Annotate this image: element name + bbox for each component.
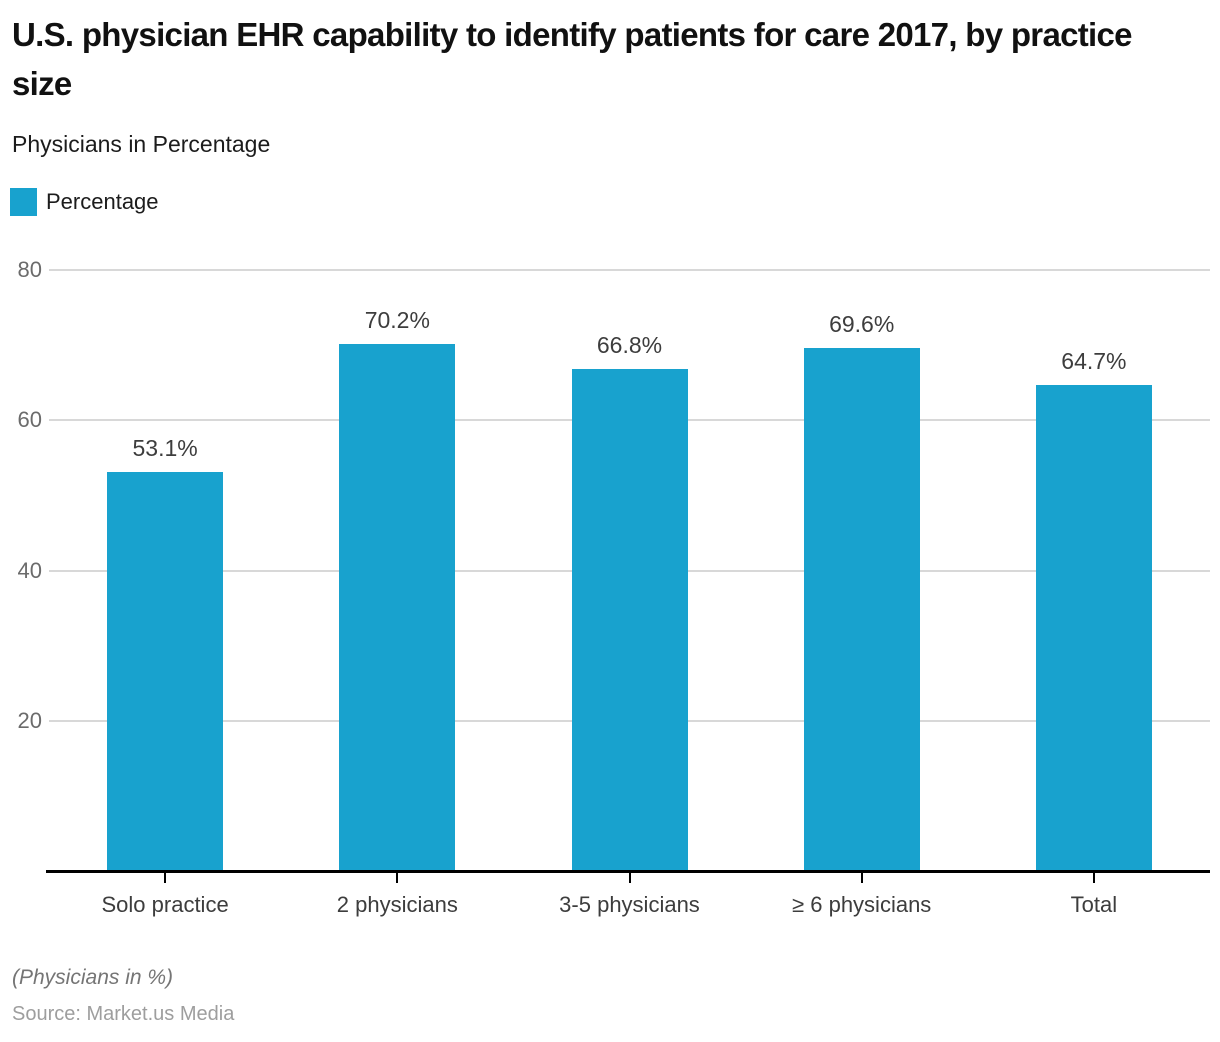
gridline xyxy=(49,720,1210,723)
bar-value-label: 70.2% xyxy=(364,306,430,333)
x-axis-label: 2 physicians xyxy=(336,892,458,917)
bar xyxy=(803,348,920,872)
y-axis-tick-label: 80 xyxy=(17,257,42,282)
x-axis-label: 3-5 physicians xyxy=(559,892,700,917)
page-title: U.S. physician EHR capability to identif… xyxy=(12,16,1133,102)
x-axis-tick-mark xyxy=(396,873,399,883)
bar-value-label: 69.6% xyxy=(829,311,895,338)
x-axis-tick-mark xyxy=(164,873,167,883)
bar-value-label: 64.7% xyxy=(1061,348,1127,375)
bar xyxy=(1035,385,1152,872)
x-axis-tick-mark xyxy=(628,873,631,883)
legend: Percentage xyxy=(10,188,159,216)
x-axis-tick-mark xyxy=(860,873,863,883)
x-axis-label: ≥ 6 physicians xyxy=(792,892,932,917)
y-axis-tick-label: 20 xyxy=(17,708,42,734)
bar xyxy=(339,343,456,872)
y-axis-tick-label: 40 xyxy=(17,557,42,583)
x-axis-label: Total xyxy=(1070,892,1118,917)
source-text: Source: Market.us Media xyxy=(12,1003,235,1025)
gridline xyxy=(49,269,1210,271)
gridline xyxy=(49,419,1210,422)
footnote: (Physicians in %) xyxy=(12,966,174,989)
gridline xyxy=(49,569,1210,572)
legend-swatch-icon xyxy=(10,188,37,216)
y-axis-tick-label: 60 xyxy=(17,407,42,433)
x-axis-line xyxy=(46,870,1210,873)
chart-subtitle: Physicians in Percentage xyxy=(12,131,271,157)
x-axis-tick-mark xyxy=(1092,873,1095,883)
bar xyxy=(107,472,224,872)
bar xyxy=(571,369,688,872)
legend-label: Percentage xyxy=(46,189,159,214)
x-axis-label: Solo practice xyxy=(101,892,229,917)
bar-value-label: 66.8% xyxy=(596,332,663,359)
bar-value-label: 53.1% xyxy=(132,435,198,462)
